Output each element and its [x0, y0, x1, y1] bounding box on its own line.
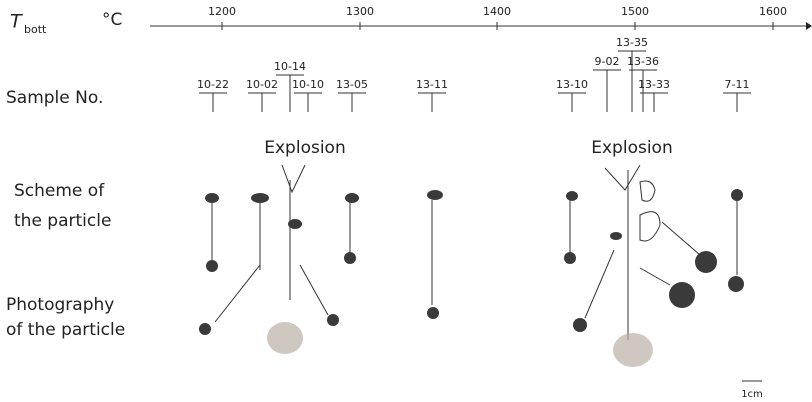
- sample-label: 9-02: [595, 55, 620, 68]
- sample-label: 10-22: [197, 78, 229, 91]
- row-label: Scheme of: [14, 181, 105, 201]
- sample-label: 13-33: [638, 78, 670, 91]
- axis-arrow: [806, 22, 812, 30]
- row-label: of the particle: [6, 320, 125, 340]
- tick-label: 1600: [759, 5, 787, 18]
- sample-label: 10-14: [274, 60, 306, 73]
- row-label: the particle: [14, 211, 111, 231]
- axis-symbol: T: [10, 11, 23, 33]
- explosion-label: Explosion: [264, 138, 345, 158]
- explosion-label: Explosion: [591, 138, 672, 158]
- scale-label: 1cm: [741, 389, 763, 400]
- sample-label: 13-35: [616, 36, 648, 49]
- tick-label: 1200: [208, 5, 236, 18]
- figure: T bott °C 1200 1300 1400 1500 1600 Sample No…: [0, 0, 812, 402]
- row-label: Sample No.: [6, 88, 103, 108]
- sample-label: 7-11: [725, 78, 750, 91]
- sample-label: 13-36: [627, 55, 659, 68]
- tick-label: 1500: [621, 5, 649, 18]
- axis-subscript: bott: [24, 23, 47, 36]
- sample-label: 13-10: [556, 78, 588, 91]
- particles: [199, 165, 762, 381]
- sample-label: 13-11: [416, 78, 448, 91]
- row-label: Photography: [6, 295, 114, 315]
- sample-label: 10-02: [246, 78, 278, 91]
- sample-label: 13-05: [336, 78, 368, 91]
- axis-unit: °C: [102, 10, 122, 30]
- sample-label: 10-10: [292, 78, 324, 91]
- tick-label: 1400: [483, 5, 511, 18]
- tick-label: 1300: [346, 5, 374, 18]
